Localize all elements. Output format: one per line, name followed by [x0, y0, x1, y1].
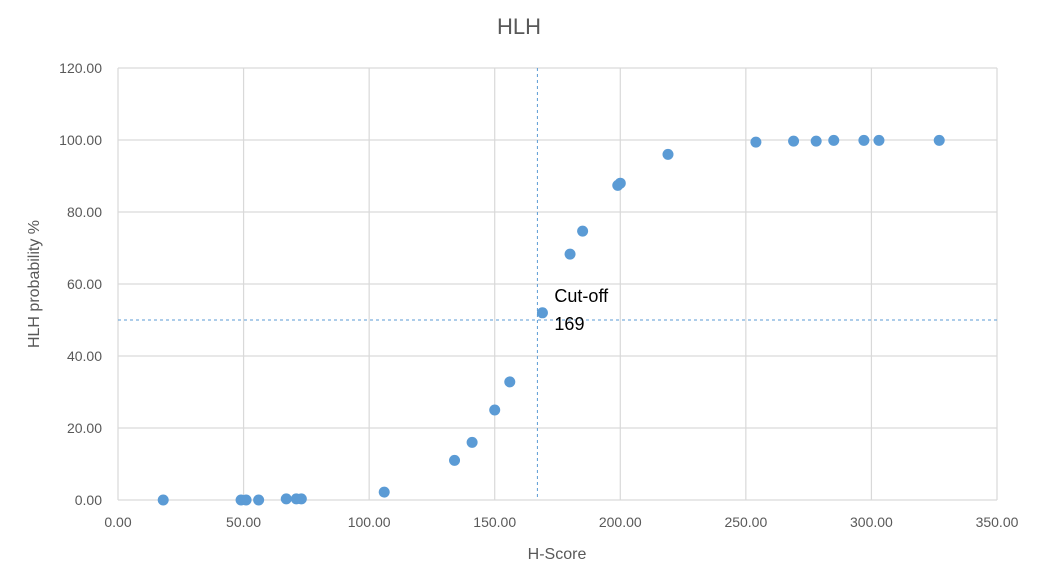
- x-tick-label: 100.00: [348, 514, 391, 530]
- data-point: [280, 493, 292, 505]
- data-point: [504, 376, 516, 388]
- y-tick-label: 0.00: [75, 492, 102, 508]
- x-tick-label: 300.00: [850, 514, 893, 530]
- data-points: [157, 134, 945, 506]
- data-point: [240, 494, 252, 506]
- data-point: [577, 225, 589, 237]
- data-point: [933, 134, 945, 146]
- x-tick-label: 350.00: [976, 514, 1019, 530]
- data-point: [466, 436, 478, 448]
- data-point: [253, 494, 265, 506]
- data-point: [750, 136, 762, 148]
- data-point: [873, 134, 885, 146]
- x-tick-label: 0.00: [104, 514, 131, 530]
- data-point: [788, 135, 800, 147]
- data-point: [449, 454, 461, 466]
- y-tick-label: 120.00: [59, 60, 102, 76]
- x-axis-label: H-Score: [528, 546, 587, 563]
- y-tick-label: 20.00: [67, 420, 102, 436]
- y-tick-label: 40.00: [67, 348, 102, 364]
- chart-title: HLH: [497, 14, 541, 39]
- reference-lines: [118, 68, 997, 500]
- cutoff-annotation-value: 169: [554, 314, 584, 334]
- data-point: [614, 177, 626, 189]
- y-tick-label: 60.00: [67, 276, 102, 292]
- data-point: [828, 134, 840, 146]
- x-tick-label: 50.00: [226, 514, 261, 530]
- y-tick-label: 100.00: [59, 132, 102, 148]
- data-point: [295, 493, 307, 505]
- x-tick-label: 200.00: [599, 514, 642, 530]
- data-point: [858, 134, 870, 146]
- data-point: [489, 404, 501, 416]
- data-point: [378, 486, 390, 498]
- data-point: [810, 135, 822, 147]
- data-point: [157, 494, 169, 506]
- data-point: [564, 248, 576, 260]
- tick-labels: 0.00 50.00 100.00 150.00 200.00 250.00 300.00 3…: [59, 60, 1018, 530]
- y-tick-label: 80.00: [67, 204, 102, 220]
- x-tick-label: 150.00: [473, 514, 516, 530]
- data-point: [536, 307, 548, 319]
- cutoff-annotation-label: Cut-off: [554, 286, 609, 306]
- data-point: [662, 148, 674, 160]
- y-axis-label: HLH probability %: [26, 220, 43, 348]
- x-tick-label: 250.00: [724, 514, 767, 530]
- grid: [117, 67, 998, 501]
